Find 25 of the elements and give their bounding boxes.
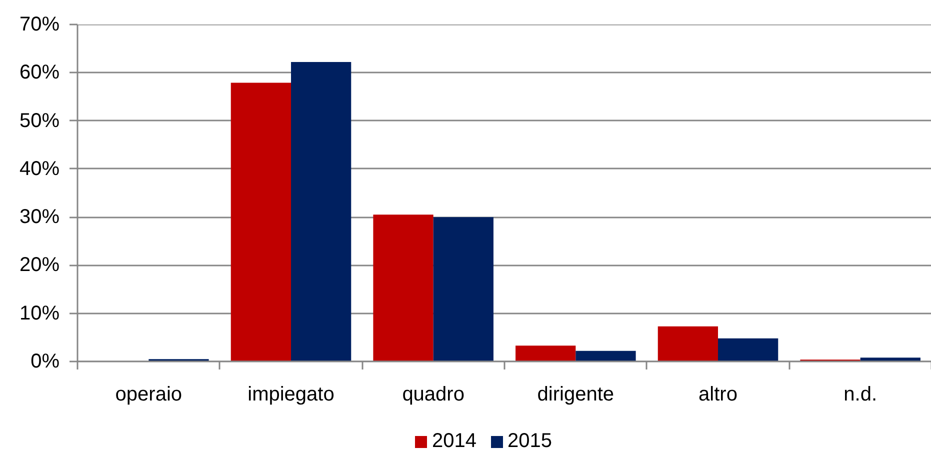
y-tick-label: 70% xyxy=(19,14,60,36)
y-tick-label: 0% xyxy=(30,350,60,372)
x-tick-label: altro xyxy=(698,384,738,406)
bar xyxy=(718,338,778,362)
legend-label: 2015 xyxy=(508,430,552,453)
bar xyxy=(658,326,718,362)
bar xyxy=(860,358,920,362)
x-tick-label: operaio xyxy=(115,384,182,406)
bar xyxy=(516,346,576,362)
bar xyxy=(373,214,434,362)
y-tick-label: 50% xyxy=(19,110,60,132)
y-tick-label: 10% xyxy=(19,302,60,324)
y-tick-label: 30% xyxy=(19,206,60,228)
x-tick-label: impiegato xyxy=(248,384,334,406)
bar xyxy=(291,62,352,362)
bar xyxy=(576,350,636,362)
x-tick-label: n.d. xyxy=(844,384,878,406)
bar xyxy=(433,217,494,362)
y-tick-label: 40% xyxy=(19,158,60,180)
y-tick-label: 60% xyxy=(19,62,60,84)
bar xyxy=(230,82,291,362)
x-tick-label: quadro xyxy=(402,384,464,406)
x-tick-label: dirigente xyxy=(537,384,614,406)
legend-label: 2014 xyxy=(432,430,476,453)
y-tick-label: 20% xyxy=(19,254,60,276)
